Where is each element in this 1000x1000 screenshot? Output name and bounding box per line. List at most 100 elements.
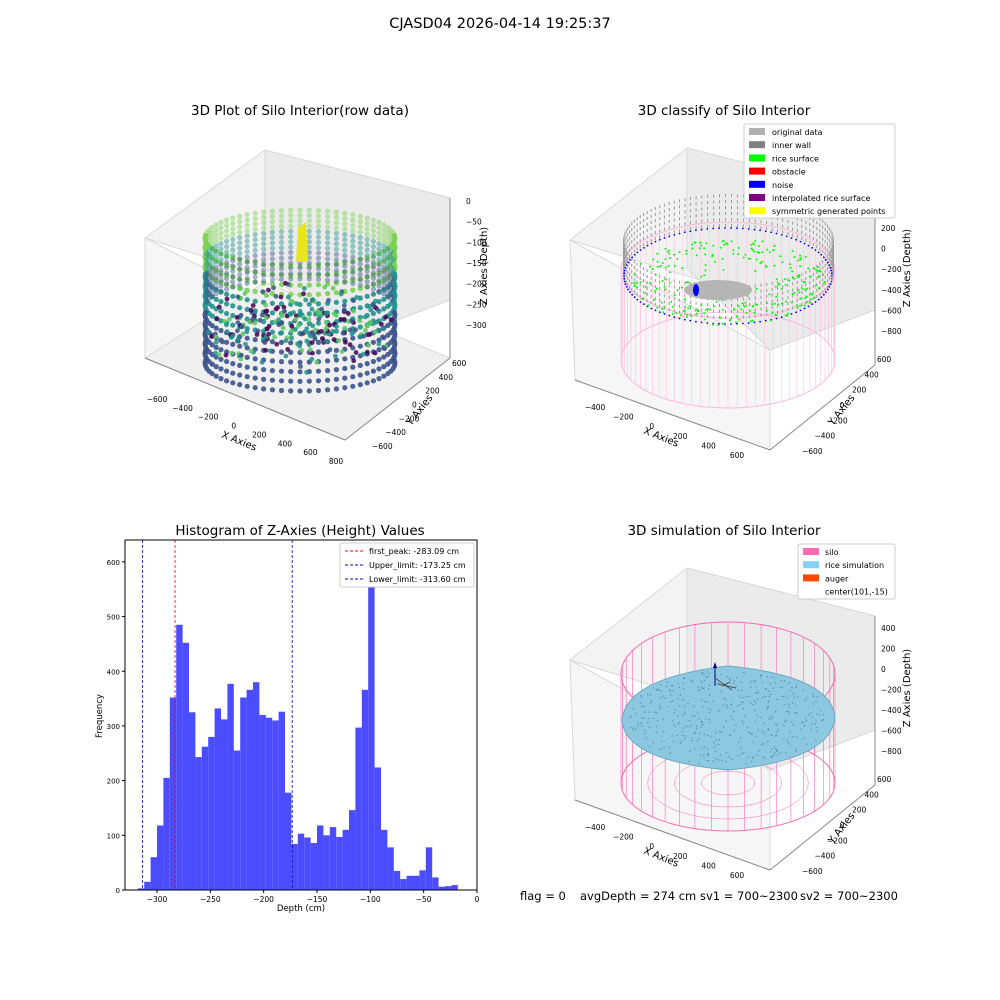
plot2-x-tick-label: 600 (730, 451, 745, 460)
plot4-rice-point (635, 728, 637, 730)
plot1-data-point (307, 347, 313, 353)
plot1-data-point (313, 327, 318, 333)
plot2-wall-point (695, 313, 697, 317)
plot1-data-point (288, 340, 294, 346)
plot2-wall-point (668, 302, 670, 305)
plot2-wall-point (725, 194, 726, 197)
plot1-data-point (202, 242, 209, 248)
plot1-data-point (376, 376, 382, 382)
plot1-data-point (274, 341, 280, 347)
plot2-rice-point (799, 258, 802, 261)
plot2-wall-point (663, 300, 665, 304)
plot2-wall-point (832, 237, 834, 241)
plot2-rice-point (791, 276, 794, 279)
plot1-data-point (261, 257, 267, 263)
plot4-rice-point (739, 703, 741, 706)
plot1-data-point (325, 291, 331, 297)
plot4-rice-point (674, 708, 677, 710)
plot1-data-point (363, 327, 368, 333)
plot4-rice-point (803, 725, 805, 727)
plot1-data-point (206, 237, 212, 243)
plot4-rice-point (673, 723, 675, 725)
plot2-y-tick-label: −200 (827, 416, 848, 425)
plot1-data-point (376, 278, 382, 284)
plot2-wall-point (816, 270, 818, 274)
plot4-auger (713, 662, 737, 691)
plot4-rice-point (749, 681, 751, 684)
plot2-wall-point (830, 250, 832, 254)
plot2-wall-point (833, 270, 834, 273)
plot4-rice-point (789, 745, 791, 747)
plot1-data-point (261, 273, 267, 279)
plot1-data-point (237, 343, 243, 349)
plot1-data-point (314, 359, 320, 365)
plot2-z-tick-label: 0 (881, 245, 886, 254)
plot1-data-point (370, 253, 376, 259)
plot1-data-point (269, 250, 275, 257)
plot4-rice-point (767, 700, 770, 703)
plot1-data-point (252, 385, 258, 391)
plot2-wall-point (725, 304, 726, 307)
plot2-wall-point (636, 268, 638, 272)
plot4-rice-point (659, 697, 662, 699)
plot2-wall-point (777, 223, 778, 227)
plot1-data-point (237, 261, 243, 267)
plot1-data-point (234, 315, 240, 320)
plot1-data-point (230, 322, 236, 328)
plot2-wall-point (805, 232, 807, 236)
plot4-rice-point (751, 756, 754, 758)
plot2-wall-point (684, 299, 686, 303)
plot2-wall-point (801, 279, 803, 282)
plot1-data-point (364, 284, 370, 290)
plot1-data-point (259, 359, 265, 365)
plot4-rice-point (776, 734, 778, 737)
plot2-rice-point (737, 305, 740, 308)
plot2-noise-point (663, 313, 666, 315)
plot4-rice-point (677, 698, 679, 700)
plot2-wall-point (760, 313, 762, 317)
plot2-wall-point (707, 309, 709, 313)
plot2-wall-point (828, 265, 830, 268)
plot2-wall-point (633, 272, 635, 276)
plot2-noise-point (753, 228, 756, 231)
plot1-data-point (350, 275, 356, 281)
plot1-data-point (244, 275, 250, 281)
plot1-data-point (388, 248, 394, 254)
plot1-data-point (381, 259, 387, 265)
plot2-wall-point (809, 287, 811, 291)
plot4-rice-point (640, 695, 642, 697)
plot1-data-point (333, 241, 339, 247)
plot2-wall-point (816, 233, 818, 237)
plot1-data-point (278, 272, 285, 278)
plot1-data-point (370, 262, 376, 268)
plot1-data-point (365, 323, 370, 329)
plot4-rice-point (700, 748, 702, 750)
plot1-data-point (370, 310, 376, 317)
plot4-rice-point (681, 714, 684, 716)
plot1-data-point (252, 226, 258, 232)
plot4-rice-point (640, 702, 642, 704)
plot2-wall-point (792, 294, 794, 298)
plot4-rice-point (752, 703, 754, 706)
plot1-data-point (306, 239, 312, 245)
plot1-data-point (381, 291, 387, 297)
plot2-wall-point (826, 285, 828, 289)
plot1-data-point (302, 316, 308, 322)
plot2-rice-point (691, 243, 694, 246)
plot2-wall-point (816, 282, 818, 286)
plot1-data-point (278, 266, 285, 272)
plot2-wall-point (824, 287, 826, 291)
plot2-rice-point (768, 293, 771, 296)
plot2-rice-point (804, 288, 807, 291)
plot1-data-point (254, 332, 260, 337)
plot1-data-point (224, 329, 230, 335)
plot2-rice-point (769, 319, 772, 322)
plot2-wall-point (719, 194, 720, 198)
plot2-noise-point (718, 322, 720, 325)
plot2-wall-point (701, 207, 703, 211)
plot2-wall-point (816, 221, 818, 225)
plot1-data-point (285, 347, 291, 352)
plot2-legend-swatch (749, 141, 765, 149)
plot3-legend-label: Upper_limit: -173.25 cm (369, 561, 466, 570)
plot1-data-point (327, 347, 333, 353)
